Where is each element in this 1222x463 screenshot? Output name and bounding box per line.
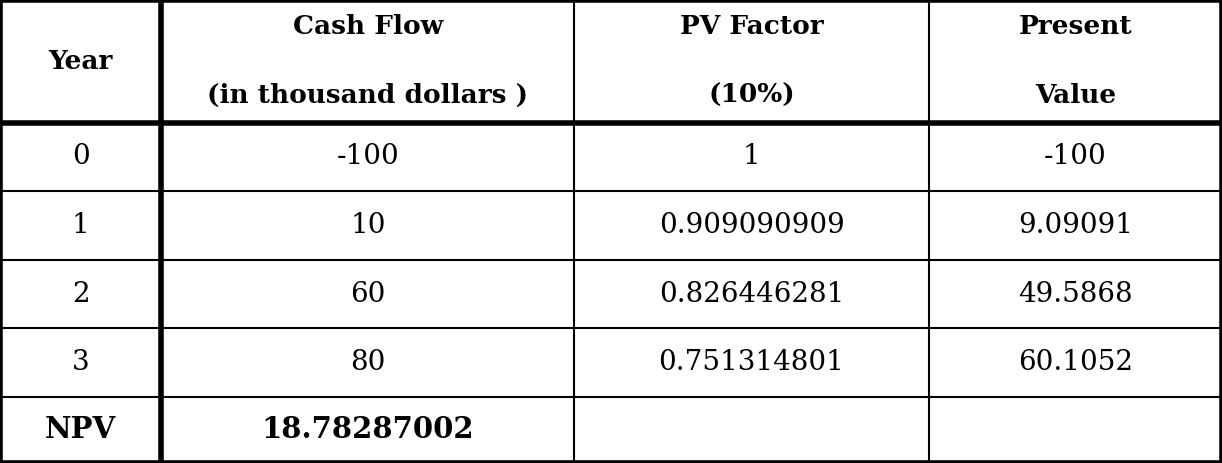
Text: -100: -100 [1044, 144, 1107, 170]
Text: Year: Year [49, 49, 112, 74]
Text: 1: 1 [72, 212, 89, 239]
Text: 2: 2 [72, 281, 89, 307]
Text: 1: 1 [743, 144, 760, 170]
Text: PV Factor: PV Factor [679, 14, 824, 39]
Text: 60.1052: 60.1052 [1018, 349, 1133, 376]
Text: 0.909090909: 0.909090909 [659, 212, 844, 239]
Text: Cash Flow: Cash Flow [292, 14, 444, 39]
Text: Value: Value [1035, 83, 1116, 108]
Text: 60: 60 [351, 281, 385, 307]
Text: -100: -100 [336, 144, 400, 170]
Text: 9.09091: 9.09091 [1018, 212, 1133, 239]
Text: 18.78287002: 18.78287002 [262, 415, 474, 444]
Text: 10: 10 [349, 212, 386, 239]
Text: 0.826446281: 0.826446281 [659, 281, 844, 307]
Text: 3: 3 [72, 349, 89, 376]
Text: Present: Present [1019, 14, 1132, 39]
Text: NPV: NPV [45, 415, 116, 444]
Text: (in thousand dollars ): (in thousand dollars ) [208, 83, 528, 108]
Text: 0: 0 [72, 144, 89, 170]
Text: 80: 80 [351, 349, 385, 376]
Text: (10%): (10%) [709, 83, 794, 108]
Text: 0.751314801: 0.751314801 [659, 349, 844, 376]
Text: 49.5868: 49.5868 [1018, 281, 1133, 307]
